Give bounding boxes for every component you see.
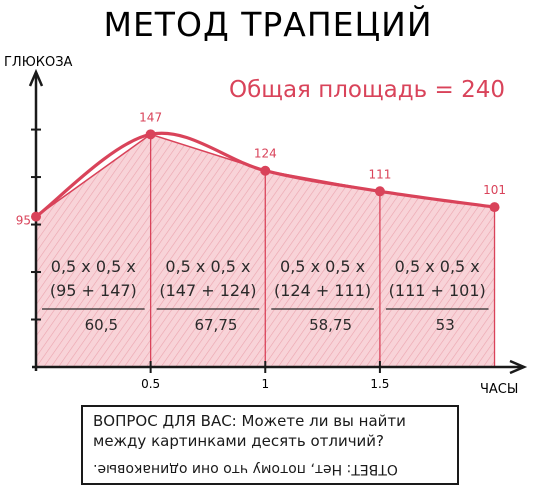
- trapezoid-formula-2: 0,5 x 0,5 x (147 + 124) 67,75: [156, 257, 260, 334]
- question-box: ВОПРОС ДЛЯ ВАС: Можете ли вы найти между…: [81, 405, 459, 485]
- data-point-2: [260, 165, 271, 176]
- point-label: 124: [254, 147, 277, 161]
- x-axis-label: ЧАСЫ: [480, 382, 518, 397]
- formula-result: 67,75: [194, 316, 237, 334]
- axes: 0.5 1 1.5: [28, 68, 528, 391]
- formula-line-2: (147 + 124): [159, 281, 256, 300]
- data-point-1: [145, 129, 156, 140]
- question-text: ВОПРОС ДЛЯ ВАС: Можете ли вы найти между…: [93, 412, 406, 450]
- y-axis-arrow: [28, 68, 44, 87]
- y-axis-label: ГЛЮКОЗА: [4, 55, 73, 70]
- data-points: [31, 129, 500, 222]
- answer-text-upside-down: ОТВЕТ: Нет, потому что они одинаковые.: [93, 461, 398, 477]
- trapezoid-formulas: 0,5 x 0,5 x (95 + 147) 60,5 0,5 x 0,5 x (147…: [42, 257, 489, 334]
- data-point-0: [31, 211, 41, 222]
- x-tick-label: 1.5: [370, 377, 389, 391]
- page-title: МЕТОД ТРАПЕЦИЙ: [103, 4, 432, 44]
- x-tick-label: 0.5: [141, 377, 160, 391]
- formula-line-2: (124 + 111): [274, 281, 371, 300]
- formula-line-2: (111 + 101): [389, 281, 486, 300]
- point-label: 111: [368, 167, 391, 181]
- data-point-3: [374, 186, 385, 197]
- trapezoid-formula-4: 0,5 x 0,5 x (111 + 101) 53: [385, 257, 489, 334]
- point-labels: 95 147 124 111 101: [16, 110, 506, 227]
- formula-line-1: 0,5 x 0,5 x: [165, 257, 250, 276]
- formula-line-1: 0,5 x 0,5 x: [280, 257, 365, 276]
- point-label: 95: [16, 214, 31, 228]
- x-axis-arrow: [509, 359, 528, 375]
- trapezoid-formula-3: 0,5 x 0,5 x (124 + 111) 58,75: [271, 257, 374, 334]
- data-point-4: [489, 202, 500, 213]
- formula-result: 60,5: [85, 316, 118, 334]
- formula-line-1: 0,5 x 0,5 x: [51, 257, 136, 276]
- formula-result: 53: [436, 316, 455, 334]
- trapezoid-formula-1: 0,5 x 0,5 x (95 + 147) 60,5: [42, 257, 145, 334]
- glucose-curve-line: [34, 131, 497, 219]
- formula-line-2: (95 + 147): [50, 281, 137, 300]
- point-label: 101: [483, 183, 506, 197]
- glucose-curve: [34, 131, 497, 219]
- formula-line-1: 0,5 x 0,5 x: [395, 257, 480, 276]
- formula-result: 58,75: [309, 316, 352, 334]
- point-label: 147: [139, 110, 162, 124]
- total-area-label: Общая площадь = 240: [229, 77, 505, 103]
- x-tick-label: 1: [261, 377, 269, 391]
